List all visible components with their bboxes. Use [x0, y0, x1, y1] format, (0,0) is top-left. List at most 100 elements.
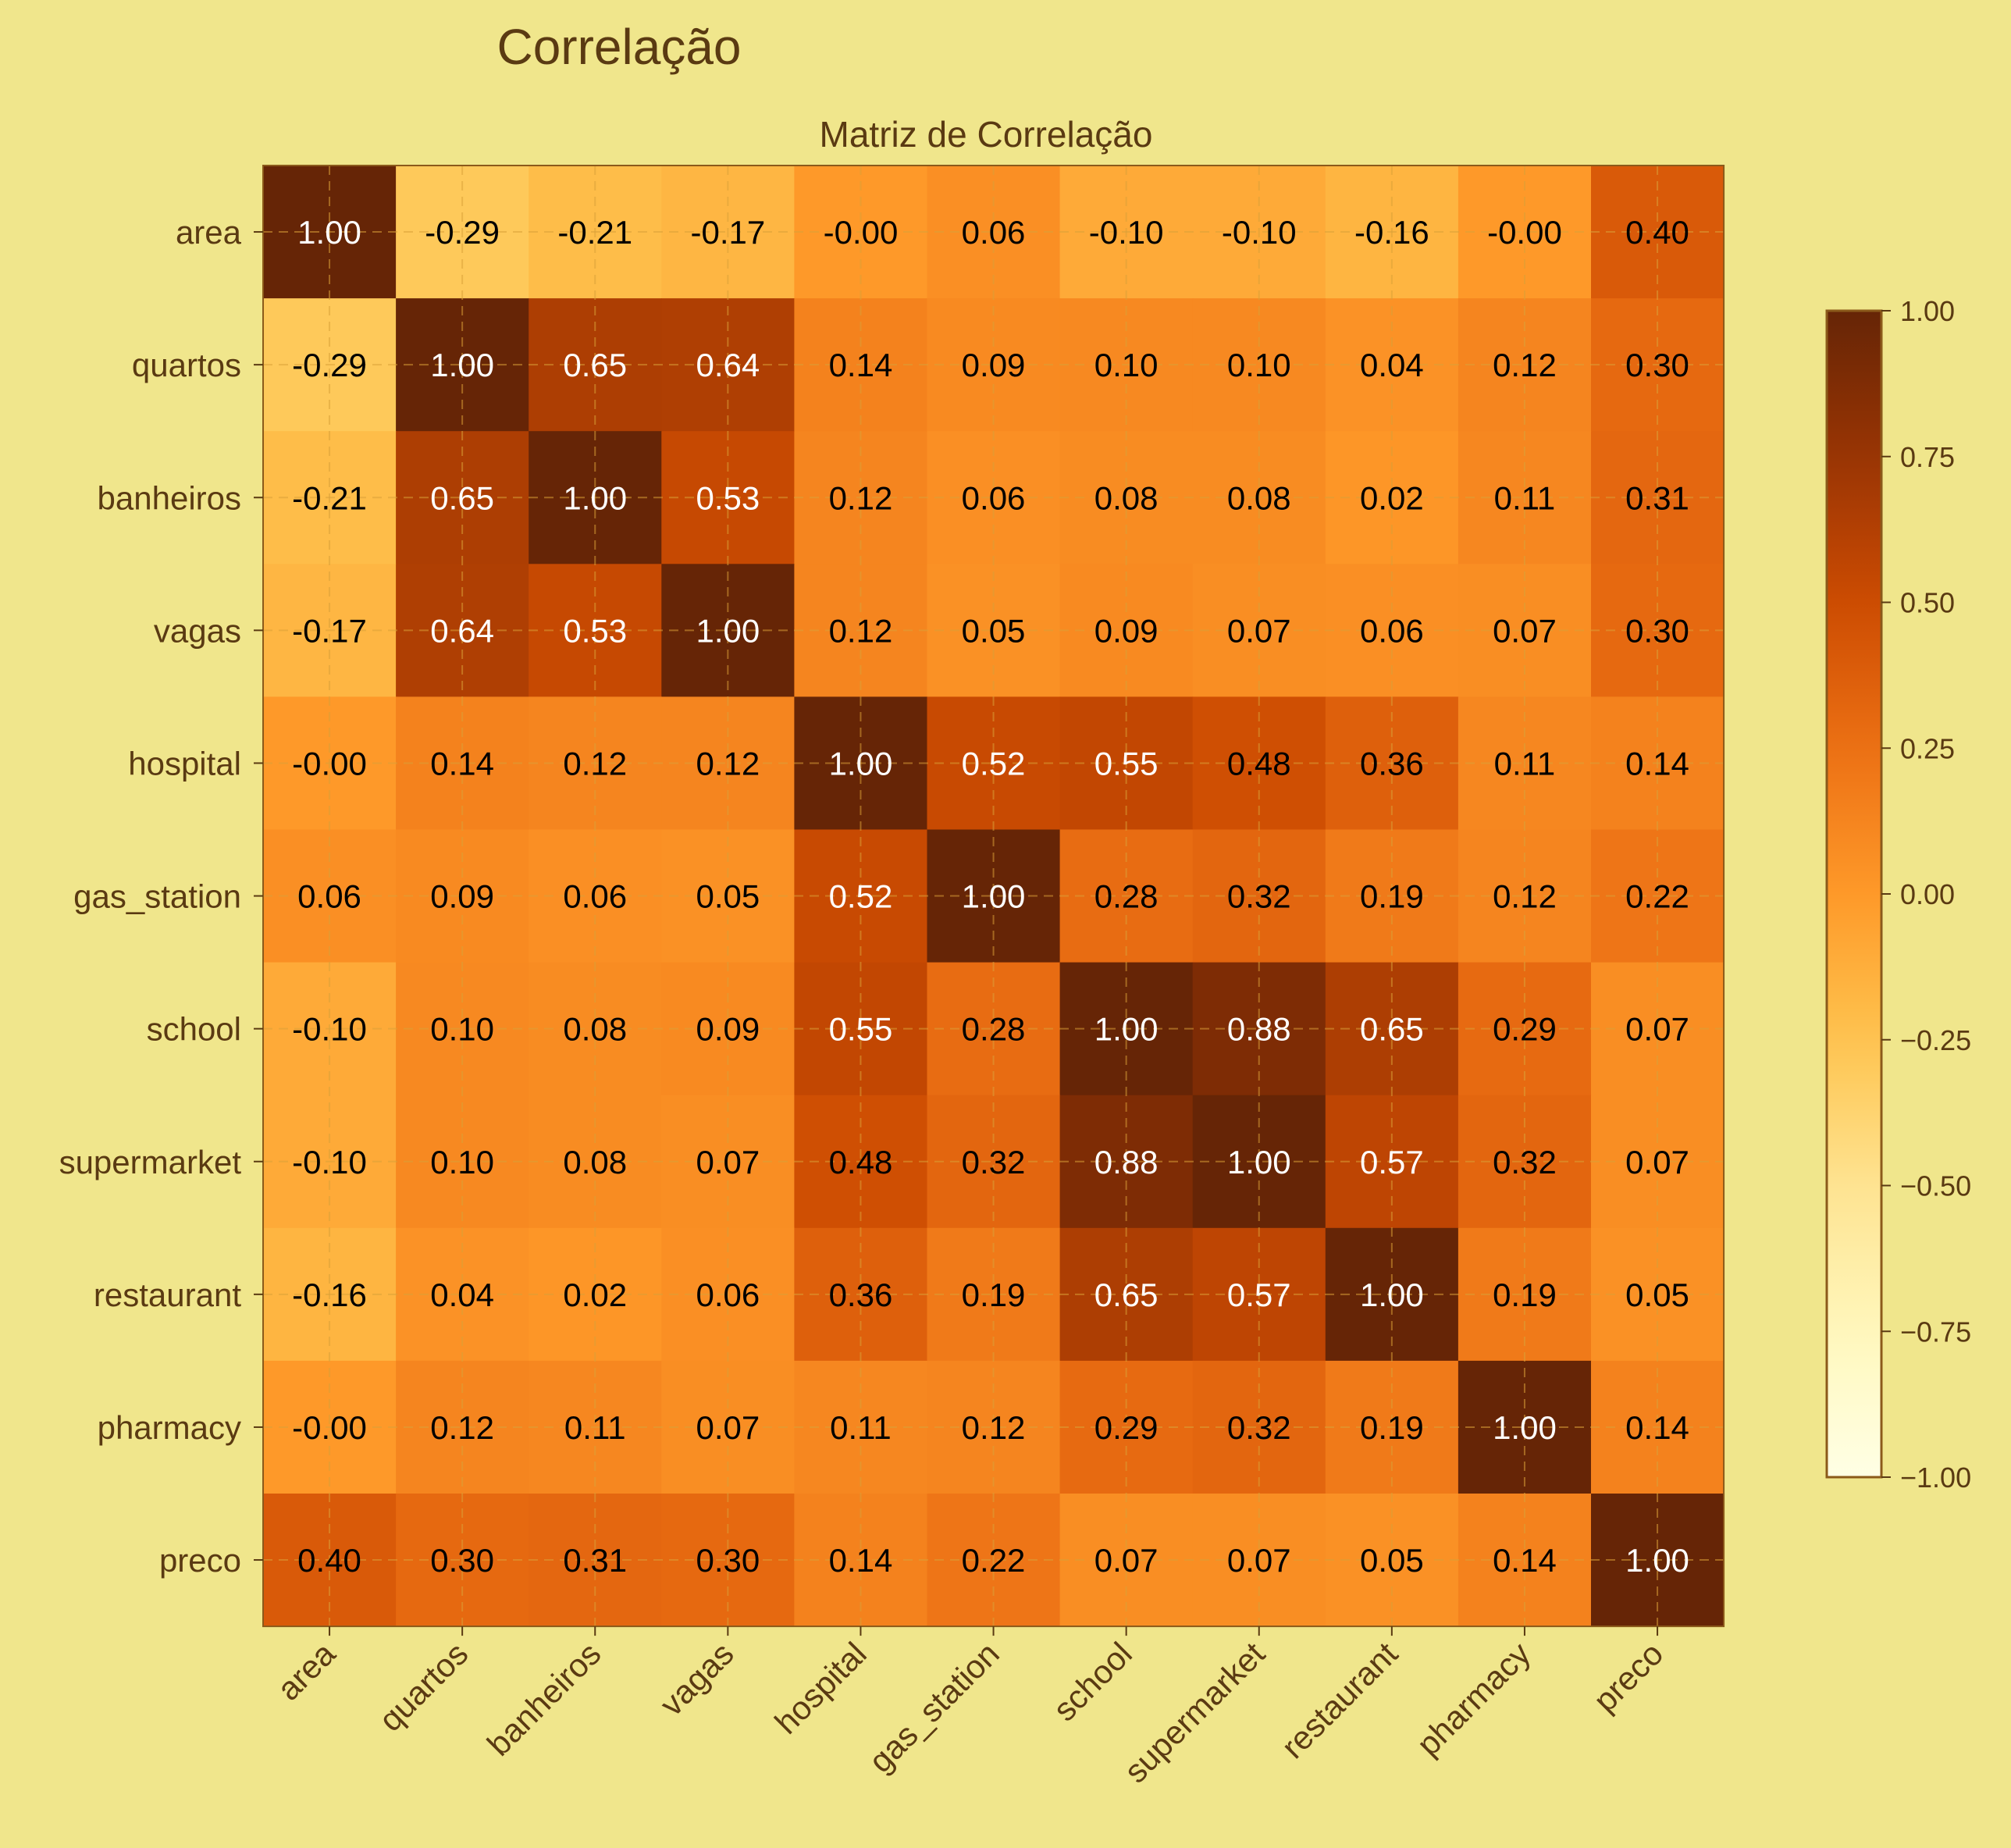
cell-value-label: 0.48: [829, 1144, 893, 1180]
cell-value-label: -0.00: [292, 1409, 367, 1446]
cell-value-label: 0.57: [1360, 1144, 1424, 1180]
colorbar-tick-label: 0.25: [1900, 732, 1955, 764]
heatmap-cell: [1458, 298, 1592, 432]
cell-value-label: -0.10: [292, 1144, 367, 1180]
cell-value-label: 0.22: [962, 1542, 1026, 1579]
cell-value-label: 0.30: [1625, 347, 1689, 383]
cell-value-label: 0.52: [962, 745, 1026, 782]
cell-value-label: 0.02: [1360, 479, 1424, 516]
y-tick-label: preco: [159, 1542, 241, 1579]
cell-value-label: 0.14: [1625, 1409, 1689, 1446]
cell-value-label: 0.05: [962, 612, 1026, 649]
heatmap-cell: [1458, 564, 1592, 697]
heatmap-cell: [1192, 1360, 1326, 1494]
cell-value-label: 0.10: [1094, 347, 1159, 383]
cell-value-label: 0.32: [1227, 1409, 1291, 1446]
cell-value-label: 1.00: [1625, 1542, 1689, 1579]
cell-value-label: 0.06: [962, 479, 1026, 516]
cell-value-label: 0.53: [696, 479, 760, 516]
colorbar: 1.00 0.75 0.50 0.25 0.00 −0.25 −0.50 −0.75 −1.00: [1825, 295, 1971, 1494]
heatmap-cell: [396, 298, 529, 432]
cell-value-label: 0.64: [696, 347, 760, 383]
cell-value-label: 0.32: [962, 1144, 1026, 1180]
cell-value-label: 0.28: [1094, 878, 1159, 915]
cell-value-label: 0.55: [829, 1011, 893, 1048]
cell-value-label: 0.06: [696, 1277, 760, 1313]
cell-value-label: 0.57: [1227, 1277, 1291, 1313]
cell-value-label: 0.12: [1493, 347, 1557, 383]
cell-value-label: 0.14: [430, 745, 494, 782]
cell-value-label: 0.06: [1360, 612, 1424, 649]
cell-value-label: 0.14: [1625, 745, 1689, 782]
heatmap-cell: [927, 298, 1061, 432]
cell-value-label: 0.11: [830, 1409, 892, 1446]
cell-value-label: 0.07: [1625, 1144, 1689, 1180]
cell-value-label: 0.30: [430, 1542, 494, 1579]
cell-value-label: 0.31: [1625, 479, 1689, 516]
cell-value-label: 0.12: [696, 745, 760, 782]
cell-value-label: 0.09: [430, 878, 494, 915]
cell-value-label: 1.00: [563, 479, 627, 516]
cell-value-label: -0.29: [425, 214, 500, 251]
heatmap-cell: [1458, 1360, 1592, 1494]
cell-value-label: 0.29: [1493, 1011, 1557, 1048]
cell-value-label: 1.00: [829, 745, 893, 782]
cell-value-label: 0.19: [1360, 1409, 1424, 1446]
cell-value-label: 0.22: [1625, 878, 1689, 915]
cell-value-label: 0.07: [1227, 612, 1291, 649]
cell-value-label: -0.10: [1222, 214, 1297, 251]
cell-value-label: 0.19: [962, 1277, 1026, 1313]
cell-value-label: 0.88: [1094, 1144, 1159, 1180]
y-tick-label: restaurant: [94, 1277, 241, 1313]
heatmap-cell: [927, 1095, 1061, 1229]
cell-value-label: 1.00: [962, 878, 1026, 915]
cell-value-label: 0.12: [829, 479, 893, 516]
colorbar-tick-label: −0.75: [1900, 1316, 1971, 1348]
colorbar-gradient: [1825, 309, 1883, 1479]
cell-value-label: 0.08: [563, 1011, 627, 1048]
cell-value-label: 0.12: [962, 1409, 1026, 1446]
y-tick-label: quartos: [132, 347, 241, 383]
cell-value-label: 0.19: [1493, 1277, 1557, 1313]
cell-value-label: 1.00: [1493, 1409, 1557, 1446]
cell-value-label: 0.36: [829, 1277, 893, 1313]
cell-value-label: 0.32: [1227, 878, 1291, 915]
cell-value-label: 0.88: [1227, 1011, 1291, 1048]
cell-value-label: 0.40: [297, 1542, 361, 1579]
heatmap-cell: [1192, 1095, 1326, 1229]
cell-value-label: -0.00: [292, 745, 367, 782]
heatmap-cell: [661, 1360, 795, 1494]
cell-value-label: 0.32: [1493, 1144, 1557, 1180]
cell-value-label: 0.05: [1360, 1542, 1424, 1579]
cell-value-label: 0.06: [297, 878, 361, 915]
cell-value-label: 0.08: [1227, 479, 1291, 516]
cell-value-label: 0.10: [430, 1011, 494, 1048]
colorbar-tick-label: 0.00: [1900, 878, 1955, 910]
heatmap-cell: [396, 1360, 529, 1494]
y-tick-label: school: [147, 1011, 241, 1048]
colorbar-tick-label: −1.00: [1900, 1462, 1971, 1494]
cell-value-label: 1.00: [696, 612, 760, 649]
cell-value-label: 0.07: [1094, 1542, 1159, 1579]
heatmap-grid: [263, 166, 1724, 1627]
colorbar-tick-label: −0.25: [1900, 1024, 1971, 1056]
cell-value-label: -0.00: [1487, 214, 1562, 251]
cell-value-label: 0.10: [1227, 347, 1291, 383]
cell-value-label: 0.02: [563, 1277, 627, 1313]
cell-value-label: 0.12: [563, 745, 627, 782]
cell-value-label: 0.09: [1094, 612, 1159, 649]
colorbar-tick-label: 0.75: [1900, 441, 1955, 473]
cell-value-label: 0.07: [1493, 612, 1557, 649]
cell-value-label: 0.30: [696, 1542, 760, 1579]
heatmap-cell: [396, 564, 529, 697]
cell-value-label: -0.16: [292, 1277, 367, 1313]
cell-value-label: 0.53: [563, 612, 627, 649]
cell-value-label: 0.40: [1625, 214, 1689, 251]
cell-value-label: 0.65: [563, 347, 627, 383]
cell-value-label: 1.00: [1360, 1277, 1424, 1313]
cell-value-label: -0.10: [292, 1011, 367, 1048]
cell-value-label: 0.65: [1360, 1011, 1424, 1048]
heatmap-cell: [1192, 564, 1326, 697]
cell-value-label: 0.10: [430, 1144, 494, 1180]
heatmap-cell: [661, 829, 795, 963]
